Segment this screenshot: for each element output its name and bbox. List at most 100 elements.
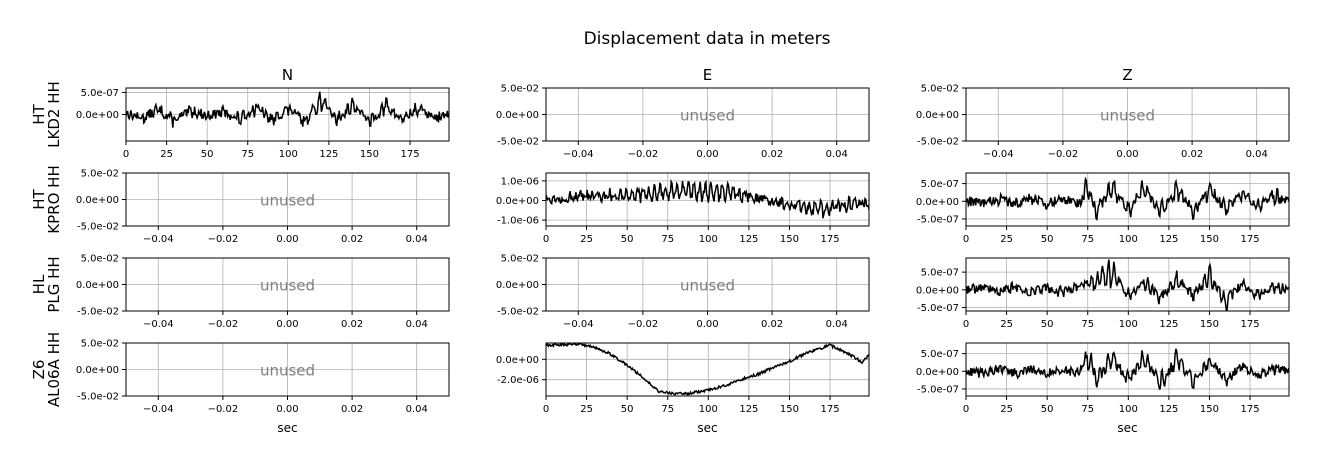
panel-r0c2: unused −0.04 −0.02 0.00 0.02 0.04 5.0e-02 0.0e+… [916,84,1290,160]
x-tick-label: 25 [1000,404,1013,415]
y-tick-label: -1.0e-06 [497,216,539,227]
unused-label: unused [680,107,735,125]
y-tick-label: 0.0e+00 [76,365,119,376]
x-tick-label: 0.02 [341,319,363,330]
y-tick-label: -5.0e-02 [917,137,959,148]
x-tick-label: 0.02 [1181,149,1203,160]
x-tick-label: 0.04 [406,319,428,330]
x-tick-label: 150 [780,234,799,245]
y-tick-label: -5.0e-07 [917,384,959,395]
x-tick-label: 25 [160,149,173,160]
x-tick-label: 100 [1119,404,1138,415]
row-label-station: AL06A HH [45,332,63,407]
y-tick-label: 0.0e+00 [916,285,959,296]
row-label-station: LKD2 HH [45,81,63,148]
panel-r2c2: 0 25 50 75 100 125 150 175 5.0e-07 0.0e+00 -5.0e-0… [916,257,1290,330]
x-axis-label: sec [1117,421,1137,435]
y-tick-label: 5.0e-07 [921,268,959,279]
x-tick-label: 50 [1041,404,1054,415]
x-tick-label: 100 [279,149,298,160]
unused-label: unused [680,277,735,295]
x-tick-label: −0.02 [208,319,239,330]
x-tick-label: 25 [1000,234,1013,245]
x-tick-label: 175 [820,404,839,415]
column-title: N [282,66,293,84]
x-tick-label: 125 [1159,234,1178,245]
unused-label: unused [1100,107,1155,125]
x-tick-label: 125 [739,234,758,245]
x-tick-label: 75 [661,234,674,245]
x-tick-label: 50 [1041,319,1054,330]
x-tick-label: 0.00 [276,234,298,245]
panel-r0c1: unused −0.04 −0.02 0.00 0.02 0.04 5.0e-02 0.0e+… [496,84,870,160]
x-tick-label: 175 [1240,404,1259,415]
x-tick-label: −0.04 [563,149,594,160]
x-tick-label: 150 [1200,319,1219,330]
panel-r1c0: unused −0.04 −0.02 0.00 0.02 0.04 5.0e-02 0.0e+… [76,169,450,245]
axes-frame [545,342,870,397]
axes-frame [965,257,1290,312]
row-label-station: KPRO HH [45,165,63,233]
x-tick-label: 0.04 [826,319,848,330]
x-tick-label: −0.04 [563,319,594,330]
x-tick-label: 0 [123,149,129,160]
x-tick-label: 0 [963,404,969,415]
panel-r2c0: unused −0.04 −0.02 0.00 0.02 0.04 5.0e-02 0.0e+… [76,254,450,330]
axes-frame [965,172,1290,227]
x-axis-label: sec [277,421,297,435]
unused-label: unused [260,277,315,295]
x-tick-label: 150 [780,404,799,415]
y-tick-label: 5.0e-02 [81,254,119,265]
panel-grid: 0 25 50 75 100 125 150 175 5.0e-07 0.0e+00 unused −… [76,84,1290,415]
x-tick-label: 0.04 [406,234,428,245]
unused-label: unused [260,362,315,380]
x-tick-label: 0.04 [406,404,428,415]
row-label-network: HL [30,274,48,294]
panel-r3c2: 0 25 50 75 100 125 150 175 5.0e-07 0.0e+00 -5.0e-0… [916,342,1290,415]
waveform-series [966,176,1289,222]
y-tick-label: -5.0e-07 [917,214,959,225]
x-tick-label: −0.04 [143,404,174,415]
y-tick-label: 5.0e-02 [81,169,119,180]
panel-r1c1: 0 25 50 75 100 125 150 175 1.0e-06 0.0e+00 -1.0e-0… [496,172,870,245]
row-label-station: PLG HH [45,256,63,312]
y-tick-label: 0.0e+00 [76,195,119,206]
panel-r3c1: 0 25 50 75 100 125 150 175 0.0e+00 -2.0e-06 [496,342,870,415]
y-tick-label: 5.0e-02 [501,254,539,265]
y-tick-label: 0.0e+00 [76,110,119,121]
x-tick-label: −0.04 [143,319,174,330]
x-tick-label: 0.02 [761,149,783,160]
x-tick-label: 100 [1119,234,1138,245]
x-tick-label: 75 [241,149,254,160]
panel-r3c0: unused −0.04 −0.02 0.00 0.02 0.04 5.0e-02 0.0e+… [76,339,450,415]
y-tick-label: 5.0e-02 [921,84,959,95]
x-tick-label: −0.04 [143,234,174,245]
x-tick-label: 75 [1081,404,1094,415]
x-tick-label: 125 [319,149,338,160]
x-tick-label: 50 [1041,234,1054,245]
x-tick-label: −0.02 [208,404,239,415]
waveform-series [546,178,869,219]
waveform-series [966,348,1289,390]
x-tick-label: 0.00 [696,319,718,330]
y-tick-label: 5.0e-02 [501,84,539,95]
x-tick-label: 25 [580,234,593,245]
y-tick-label: 0.0e+00 [496,355,539,366]
x-tick-label: 0.04 [1246,149,1268,160]
x-tick-label: 50 [201,149,214,160]
figure-title: Displacement data in meters [584,29,831,49]
y-tick-label: 0.0e+00 [916,367,959,378]
x-axis-labels: sec sec sec [277,421,1137,435]
y-tick-label: 0.0e+00 [496,280,539,291]
x-tick-label: −0.02 [208,234,239,245]
x-tick-label: −0.02 [628,149,659,160]
x-tick-label: 150 [360,149,379,160]
x-tick-label: 100 [699,404,718,415]
x-tick-label: 0 [543,234,549,245]
row-label-network: HT [30,103,48,124]
waveform-series [126,91,449,128]
x-tick-label: 125 [1159,319,1178,330]
